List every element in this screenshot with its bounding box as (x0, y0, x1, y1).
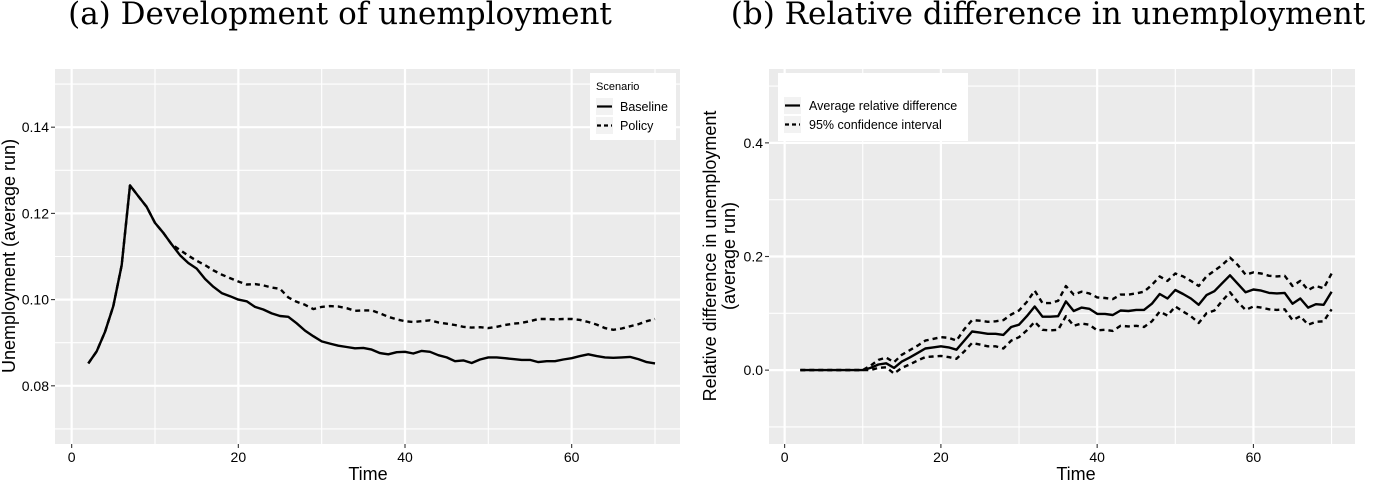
legend-label-baseline: Baseline (620, 100, 668, 114)
x-tick-label: 20 (231, 449, 247, 465)
y-tick-label: 0.08 (22, 378, 49, 394)
panel-b-series (800, 256, 1333, 375)
panel-b-x-axis-label: Time (1056, 464, 1095, 481)
panel-b-title: (b) Relative difference in unemployment (731, 0, 1366, 32)
panel-b: (b) Relative difference in unemployment … (700, 0, 1366, 481)
panel-a-y-axis-label: Unemployment (average run) (0, 139, 19, 373)
x-tick-label: 40 (1089, 449, 1105, 465)
y-tick-label: 0.12 (22, 205, 49, 221)
series-line-95-ci-upper (800, 256, 1333, 372)
panel-a-series (87, 184, 656, 365)
y-tick-label: 0.0 (744, 362, 764, 378)
x-tick-label: 0 (781, 449, 789, 465)
series-line-baseline (87, 184, 656, 365)
panel-a-legend: Scenario Baseline Policy (590, 73, 676, 140)
legend-label-policy: Policy (620, 119, 654, 133)
panel-a-grid (55, 69, 680, 444)
x-tick-label: 20 (933, 449, 949, 465)
panel-b-y-axis-label-line2: (average run) (719, 202, 739, 310)
series-line-95-ci-lower (800, 291, 1333, 375)
series-line-average-relative-difference (800, 274, 1333, 372)
y-tick-label: 0.14 (22, 119, 49, 135)
panel-a: (a) Development of unemployment 0 20 40 600… (0, 0, 680, 481)
panel-b-legend: Average relative difference 95% confiden… (778, 73, 968, 141)
panel-a-x-axis-label: Time (348, 464, 387, 481)
y-tick-label: 0.4 (744, 135, 764, 151)
panel-b-legend-box (778, 73, 968, 141)
panel-a-ticks: 0 20 40 60 0.08 0.10 0.12 0.14 (22, 119, 580, 465)
x-tick-label: 0 (68, 449, 76, 465)
x-tick-label: 60 (564, 449, 580, 465)
panel-b-y-axis-label-line1: Relative difference in unemployment (700, 111, 720, 402)
x-tick-label: 40 (397, 449, 413, 465)
legend-label-ci: 95% confidence interval (809, 118, 942, 132)
panel-b-ticks: 0 20 40 60 0.0 0.2 0.4 (744, 135, 1262, 465)
y-tick-label: 0.10 (22, 292, 49, 308)
series-line-policy (87, 184, 656, 365)
panel-a-title: (a) Development of unemployment (68, 0, 612, 32)
x-tick-label: 60 (1246, 449, 1262, 465)
y-tick-label: 0.2 (744, 249, 764, 265)
panel-a-legend-title: Scenario (596, 81, 639, 93)
legend-label-average: Average relative difference (809, 99, 957, 113)
